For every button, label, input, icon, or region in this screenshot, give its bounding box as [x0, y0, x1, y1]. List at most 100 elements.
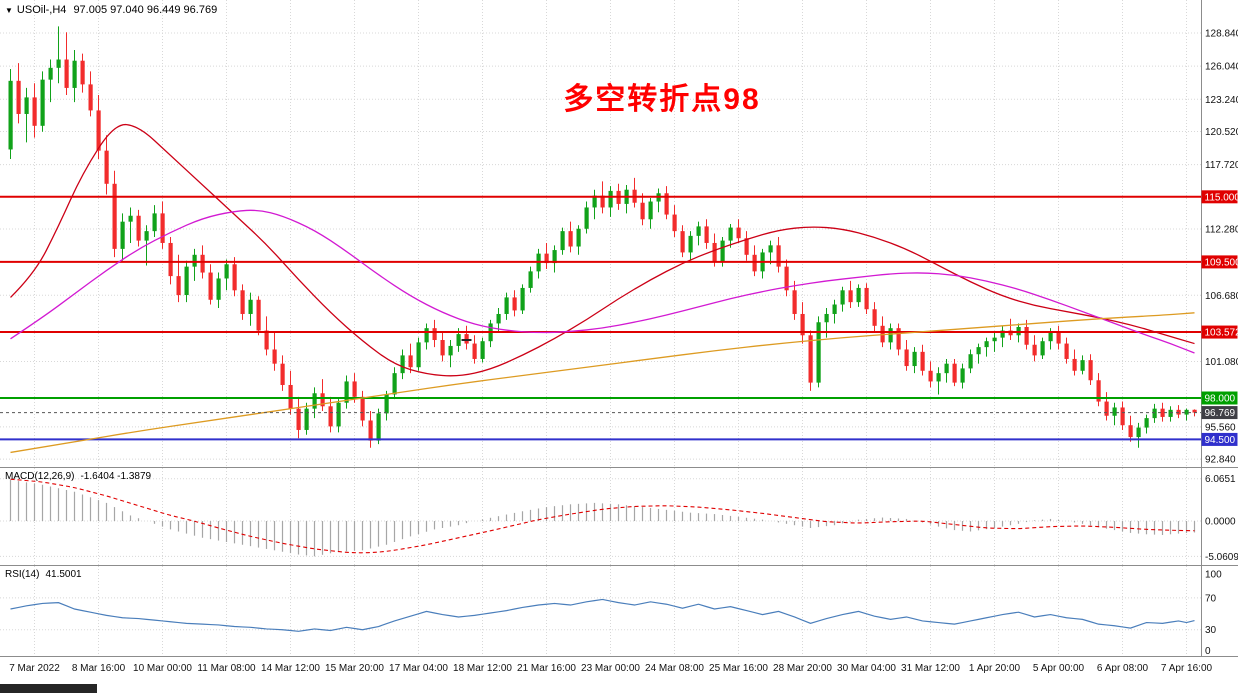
bull-candle: [888, 328, 893, 343]
bull-candle: [912, 351, 917, 367]
bull-candle: [504, 297, 509, 314]
bear-candle: [848, 290, 853, 303]
bear-candle: [872, 309, 877, 326]
time-label: 8 Mar 16:00: [72, 663, 126, 674]
bull-candle: [192, 254, 197, 267]
bull-candle: [1184, 409, 1189, 415]
bull-candle: [768, 245, 773, 253]
bull-candle: [608, 190, 613, 208]
price-level-badge[interactable]: 103.572: [1201, 325, 1238, 339]
price-axis[interactable]: 128.840 126.040 123.240 120.520 117.720 112.2…: [1205, 29, 1238, 657]
bull-candle: [984, 341, 989, 348]
price-badge-label: 103.572: [1205, 328, 1238, 339]
bear-candle: [664, 193, 669, 215]
bull-candle: [992, 337, 997, 342]
price-level-badge[interactable]: 98.000: [1201, 391, 1238, 405]
bear-candle: [1072, 358, 1077, 371]
time-label: 23 Mar 00:00: [581, 663, 640, 674]
bear-candle: [568, 231, 573, 247]
time-label: 14 Mar 12:00: [261, 663, 320, 674]
bull-candle: [216, 278, 221, 300]
bear-candle: [744, 238, 749, 255]
bear-candle: [96, 110, 101, 151]
time-label: 11 Mar 08:00: [197, 663, 256, 674]
bull-candle: [576, 228, 581, 247]
bull-candle: [312, 393, 317, 409]
bull-candle: [224, 264, 229, 279]
rsi-tick-label: 0: [1205, 646, 1211, 657]
bear-candle: [1120, 407, 1125, 426]
macd-signal-line: [10, 478, 1195, 554]
time-label: 18 Mar 12:00: [453, 663, 512, 674]
bear-candle: [736, 227, 741, 239]
symbol-dropdown-icon[interactable]: ▼: [5, 6, 13, 15]
taskbar-fragment[interactable]: [0, 684, 97, 693]
price-tick-label: 112.280: [1205, 225, 1238, 236]
bull-candle: [696, 226, 701, 236]
bull-candle: [968, 354, 973, 369]
bull-candle: [936, 373, 941, 382]
bull-candle: [1152, 408, 1157, 419]
time-label: 31 Mar 12:00: [901, 663, 960, 674]
bear-candle: [232, 264, 237, 291]
bull-candle: [248, 299, 253, 314]
ma-mid-magenta: [10, 209, 1195, 354]
bear-candle: [104, 150, 109, 184]
price-tick-label: 126.040: [1205, 62, 1238, 73]
bull-candle: [552, 250, 557, 264]
time-axis[interactable]: 7 Mar 2022 8 Mar 16:00 10 Mar 00:00 11 Mar …: [9, 663, 1212, 674]
bear-candle: [320, 393, 325, 407]
macd-histogram: [9, 479, 1196, 557]
bear-candle: [112, 183, 117, 249]
bull-candle: [976, 347, 981, 355]
bear-candle: [80, 60, 85, 85]
bear-candle: [1032, 344, 1037, 356]
bear-candle: [288, 384, 293, 409]
bear-candle: [512, 297, 517, 311]
bull-candle: [840, 290, 845, 305]
price-level-badge[interactable]: 109.500: [1201, 255, 1238, 269]
price-level-badge[interactable]: 96.769: [1201, 406, 1238, 420]
price-level-badge[interactable]: 115.000: [1201, 190, 1238, 204]
bull-candle: [528, 271, 533, 288]
bear-candle: [672, 214, 677, 232]
rsi-tick-label: 100: [1205, 569, 1222, 580]
time-label: 10 Mar 00:00: [133, 663, 192, 674]
symbol-timeframe-label: USOil-,H4: [16, 4, 67, 16]
bear-candle: [368, 420, 373, 441]
bull-candle: [688, 235, 693, 253]
bear-candle: [776, 245, 781, 267]
bull-candle: [40, 79, 45, 126]
rsi-header: RSI(14) 41.5001: [5, 569, 82, 580]
bull-candle: [720, 240, 725, 262]
bull-candle: [592, 195, 597, 208]
bull-candle: [960, 368, 965, 383]
price-badge-label: 109.500: [1205, 257, 1238, 268]
macd-indicator-label: MACD(12,26,9): [5, 471, 75, 482]
annotation-text: 多空转折点98: [563, 83, 761, 116]
bear-candle: [200, 254, 205, 273]
bear-candle: [896, 328, 901, 350]
bear-candle: [920, 351, 925, 371]
bull-candle: [48, 67, 53, 80]
price-tick-label: 123.240: [1205, 95, 1238, 106]
bear-candle: [928, 370, 933, 382]
time-label: 21 Mar 16:00: [517, 663, 576, 674]
bull-candle: [120, 221, 125, 249]
bear-candle: [800, 313, 805, 336]
bear-candle: [1128, 425, 1133, 438]
time-label: 7 Mar 2022: [9, 663, 60, 674]
time-label: 25 Mar 16:00: [709, 663, 768, 674]
bull-candle: [416, 342, 421, 368]
bear-candle: [464, 334, 469, 344]
time-label: 5 Apr 00:00: [1033, 663, 1085, 674]
bear-candle: [472, 343, 477, 359]
price-level-badge[interactable]: 94.500: [1201, 432, 1238, 446]
rsi-indicator-label: RSI(14): [5, 569, 40, 580]
bear-candle: [544, 253, 549, 264]
bear-candle: [784, 266, 789, 291]
price-tick-label: 101.080: [1205, 357, 1238, 368]
bear-candle: [16, 80, 21, 114]
bull-candle: [304, 408, 309, 430]
